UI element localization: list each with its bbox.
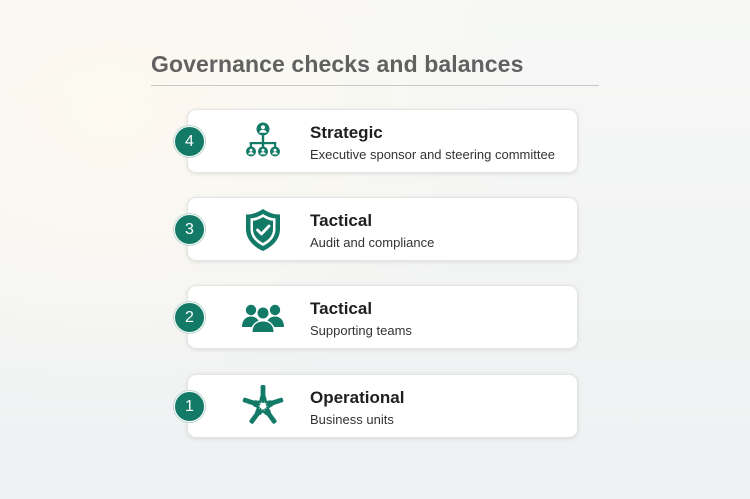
level-number-badge: 4 (174, 126, 205, 157)
title-divider (151, 85, 599, 86)
level-label: Strategic (310, 123, 383, 142)
page-title: Governance checks and balances (151, 51, 524, 77)
level-card: Operational Business units (187, 374, 578, 438)
level-label: Tactical (310, 211, 373, 230)
level-label: Tactical (310, 299, 373, 318)
level-4: 4 (174, 109, 578, 173)
level-card: Tactical Audit and compliance (187, 197, 578, 261)
level-label: Operational (310, 388, 405, 407)
level-1: 1 (174, 374, 578, 438)
hands-together-icon (238, 382, 288, 430)
level-number-badge: 2 (174, 302, 205, 333)
level-description: Executive sponsor and steering committee (310, 147, 555, 162)
level-3: 3 Tactical Audit and compliance (174, 197, 578, 261)
level-number-badge: 1 (174, 391, 205, 422)
level-description: Supporting teams (310, 323, 412, 338)
shield-check-icon (238, 207, 288, 253)
level-card: Strategic Executive sponsor and steering… (187, 109, 578, 173)
org-hierarchy-icon (238, 119, 288, 165)
level-description: Audit and compliance (310, 235, 435, 250)
level-2: 2 Tactical Supporting t (174, 285, 578, 349)
level-card: Tactical Supporting teams (187, 285, 578, 349)
level-description: Business units (310, 412, 394, 427)
level-number-badge: 3 (174, 214, 205, 245)
people-team-icon (238, 295, 288, 341)
